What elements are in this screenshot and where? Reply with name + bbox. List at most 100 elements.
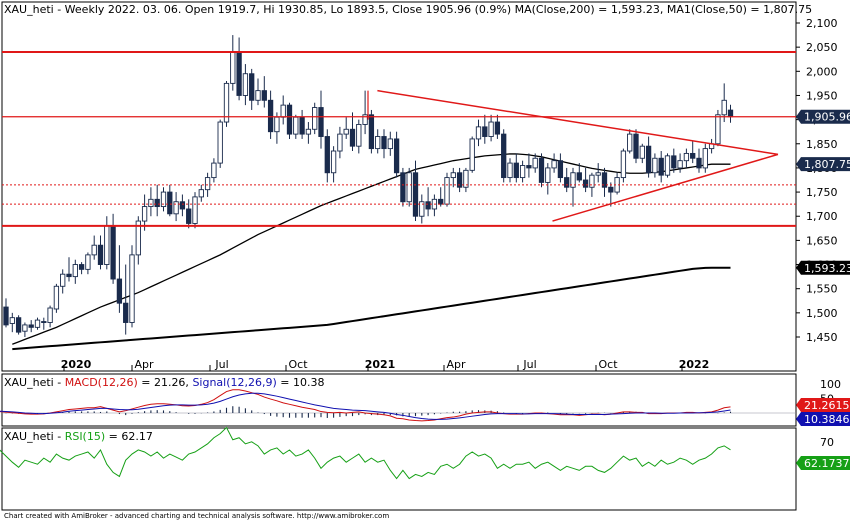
x-tick-label: Jul xyxy=(522,358,536,371)
candle xyxy=(469,136,475,173)
ma50-tag-text: 1,807.75 xyxy=(804,158,850,171)
rsi-line xyxy=(0,426,731,480)
last-close-tag-box xyxy=(796,109,850,124)
candle xyxy=(223,80,230,127)
macd-title-prefix: XAU_heti - xyxy=(4,376,65,389)
candle-body-down xyxy=(482,126,488,137)
rsi-pane-title: XAU_heti - RSI(15) = 62.17 xyxy=(4,430,153,443)
macd-title-mid: = 21.26, xyxy=(138,376,193,389)
candle-body-down xyxy=(97,244,104,265)
candle-body-up xyxy=(343,128,349,135)
triangle-pattern xyxy=(367,89,779,222)
candle xyxy=(141,194,148,231)
x-tick-label: 2020 xyxy=(61,358,92,371)
candle xyxy=(690,141,696,164)
triangle-upper-line xyxy=(377,89,779,156)
rsi-value-tag-text: 62.1737 xyxy=(804,457,850,470)
footer-credit: Chart created with AmiBroker - advanced … xyxy=(4,512,389,520)
candle xyxy=(627,129,633,154)
candle-body-down xyxy=(66,273,72,278)
candle-body-up xyxy=(356,123,362,147)
candle xyxy=(9,312,15,333)
candle-body-down xyxy=(538,157,545,183)
candle-body-down xyxy=(267,99,274,133)
candle-body-up xyxy=(255,90,261,101)
candle-body-up xyxy=(589,174,595,188)
candle xyxy=(438,187,444,207)
candle-body-up xyxy=(223,82,230,123)
candle-body-down xyxy=(601,172,608,188)
candle xyxy=(236,37,242,101)
rsi-y-tick-label: 70 xyxy=(820,436,834,449)
macd-y-tick-label: 100 xyxy=(820,378,841,391)
candle xyxy=(349,112,356,152)
candle-body-up xyxy=(444,177,450,205)
candle-body-up xyxy=(721,99,727,116)
candle-body-up xyxy=(34,319,41,328)
y-tick-label: 1,450 xyxy=(806,331,838,344)
ma200-tag-text: 1,593.23 xyxy=(804,262,850,275)
candle xyxy=(72,259,78,284)
candle-body-down xyxy=(318,107,324,137)
candle xyxy=(305,122,312,144)
candle-body-down xyxy=(286,104,293,135)
candle xyxy=(513,153,519,183)
candle xyxy=(318,90,324,149)
candle xyxy=(129,245,135,328)
candle-body-down xyxy=(3,306,9,326)
candle-body-up xyxy=(406,172,412,203)
ma200-line xyxy=(12,266,731,351)
candle-body-up xyxy=(91,244,97,256)
price-y-axis: 2,1002,0502,0001,9501,9001,8501,8001,750… xyxy=(796,17,838,344)
candle-body-down xyxy=(186,208,192,224)
y-tick-label: 1,700 xyxy=(806,210,838,223)
macd-title-signal: Signal(12,26,9) xyxy=(192,376,276,389)
candle-body-down xyxy=(671,155,677,169)
candle xyxy=(47,305,53,328)
candle xyxy=(595,163,601,183)
candle xyxy=(160,187,167,212)
candle-body-up xyxy=(160,191,167,208)
candle-body-up xyxy=(362,114,368,125)
candle xyxy=(557,153,564,183)
candle-body-up xyxy=(305,128,312,135)
candle-body-up xyxy=(519,165,526,179)
candle-body-up xyxy=(135,220,141,256)
candle xyxy=(135,216,141,265)
signal-line xyxy=(0,392,731,420)
ma50-series xyxy=(12,153,731,345)
candle-body-up xyxy=(230,51,236,84)
candle xyxy=(167,184,173,217)
candle-body-down xyxy=(324,136,330,174)
candle-body-up xyxy=(545,167,551,183)
y-tick-label: 2,100 xyxy=(806,17,838,30)
candle xyxy=(450,167,456,188)
macd-line xyxy=(0,389,731,422)
candle xyxy=(267,90,274,139)
candle-body-down xyxy=(645,145,652,174)
candle xyxy=(53,283,60,313)
candle-body-down xyxy=(526,165,532,169)
candle-body-up xyxy=(475,126,482,140)
ma200-series xyxy=(12,266,731,351)
candle xyxy=(179,194,186,217)
candle-body-up xyxy=(463,169,469,188)
candle-body-up xyxy=(330,150,337,174)
x-tick-label: Apr xyxy=(446,358,466,371)
y-tick-label: 1,650 xyxy=(806,234,838,247)
candle-body-down xyxy=(400,172,406,203)
candle-body-up xyxy=(47,307,53,323)
ma50-line xyxy=(12,153,731,345)
candle xyxy=(526,153,532,178)
y-tick-label: 1,850 xyxy=(806,138,838,151)
candle xyxy=(104,216,110,270)
candle-body-down xyxy=(167,191,173,215)
candle-body-up xyxy=(312,107,318,130)
candle xyxy=(97,235,104,270)
candle-body-up xyxy=(551,160,557,169)
candle-body-up xyxy=(337,133,343,152)
ma50-tag: 1,807.75 xyxy=(796,157,850,172)
candle xyxy=(519,160,526,183)
candle xyxy=(343,117,349,139)
